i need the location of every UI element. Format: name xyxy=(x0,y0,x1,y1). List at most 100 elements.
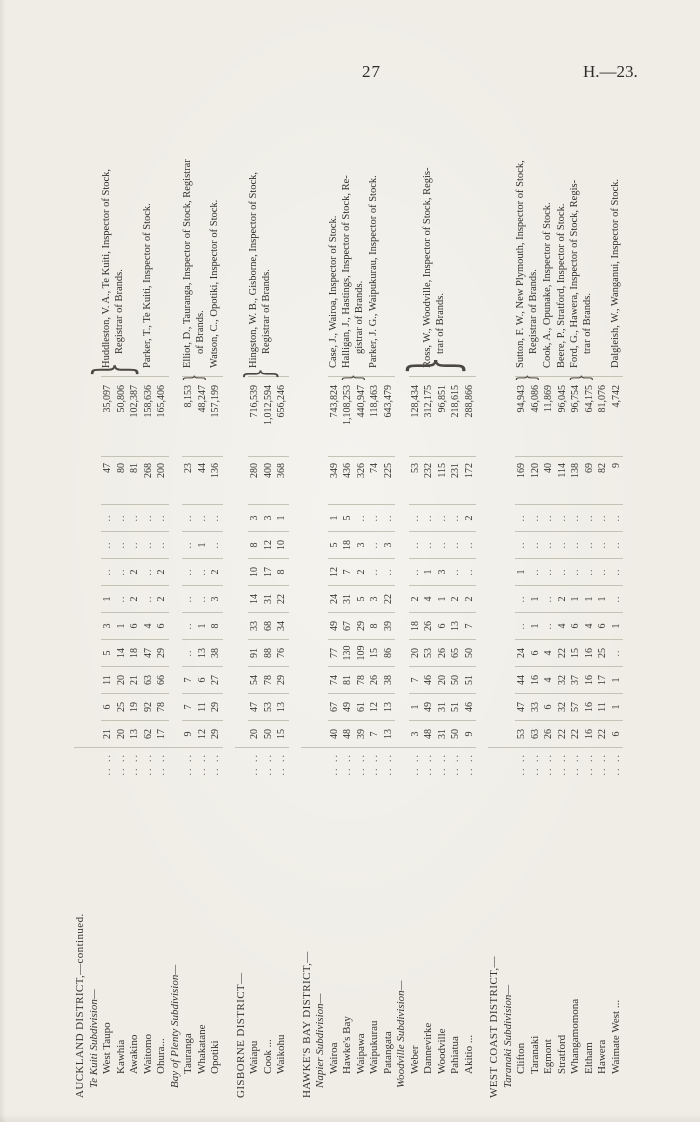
value-cell: 91 xyxy=(248,639,262,666)
value-cell: 47 xyxy=(101,456,115,504)
value-cell: 268 xyxy=(141,456,155,504)
value-cell: 86 xyxy=(381,639,395,666)
value-cell: 17 xyxy=(155,720,169,747)
value-cell: 29 xyxy=(155,639,169,666)
value-cell: .. xyxy=(381,558,395,585)
value-cell: 27 xyxy=(209,666,223,693)
value-cell: 62 xyxy=(141,720,155,747)
value-cell: .. xyxy=(555,531,569,558)
table-row: Waipukurau .. .. 7 12 26 15 8 3...... 74 118,463 xyxy=(368,376,382,1098)
value-cell: .. xyxy=(542,504,556,531)
value-cell: 109 xyxy=(354,639,368,666)
place-name: Awakino xyxy=(128,1034,140,1074)
value-cell: 54 xyxy=(248,666,262,693)
value-cell: 61 xyxy=(354,693,368,720)
value-cell: 2 xyxy=(555,585,569,612)
value-cell: 16 xyxy=(582,693,596,720)
value-cell: .. xyxy=(528,504,542,531)
value-cell: 12 xyxy=(195,720,209,747)
value-cell: 312,175 xyxy=(422,376,436,456)
value-cell: 78 xyxy=(261,666,275,693)
place-name-cell: Awakino .. .. xyxy=(128,747,142,1098)
value-cell: 25 xyxy=(114,693,128,720)
rotated-table-region: AUCKLAND DISTRICT,—continued. Te Kuiti Su… xyxy=(72,86,640,1098)
value-cell: .. xyxy=(128,531,142,558)
value-cell: 65 xyxy=(449,639,463,666)
value-cell: 2 xyxy=(155,585,169,612)
value-cell: 47 xyxy=(248,693,262,720)
value-cell: 67 xyxy=(327,693,341,720)
table-row: Waipawa .. .. 39 61 78 109 29 5 2 3.. 326 440,947 xyxy=(354,376,368,1098)
value-cell: 1 xyxy=(609,612,623,639)
leader-dots: .. .. xyxy=(556,753,568,776)
nil-mark: .. xyxy=(183,541,194,549)
value-cell: .. xyxy=(141,504,155,531)
place-name: Clifton xyxy=(515,1042,527,1074)
value-cell: .. xyxy=(609,531,623,558)
value-cell: 326 xyxy=(354,456,368,504)
place-name: Taranaki xyxy=(528,1035,541,1074)
place-name-cell: Weber .. .. xyxy=(408,747,422,1098)
value-cell: .. xyxy=(515,531,529,558)
value-cell: 4,742 xyxy=(609,376,623,456)
place-name-cell: Taranaki .. .. xyxy=(528,747,542,1098)
value-cell: .. xyxy=(114,504,128,531)
value-cell: 26 xyxy=(368,666,382,693)
value-cell: 6 xyxy=(596,612,610,639)
value-cell: 1 xyxy=(101,585,115,612)
nil-mark: .. xyxy=(409,568,421,576)
value-cell: 16 xyxy=(582,639,596,666)
value-cell: 16 xyxy=(528,666,542,693)
nil-mark: .. xyxy=(210,541,221,549)
place-name: Waimate West ... xyxy=(609,999,622,1074)
official-entry-line: trar of Brands. xyxy=(581,293,593,354)
value-cell: 11 xyxy=(596,693,610,720)
value-cell: 8 xyxy=(209,612,223,639)
value-cell: 13 xyxy=(195,639,209,666)
grouping-brace: } xyxy=(511,374,542,382)
nil-mark: .. xyxy=(382,568,394,576)
value-cell: .. xyxy=(435,531,449,558)
value-cell: 18 xyxy=(408,612,422,639)
subdivision-heading: Bay of Plenty Subdivision— xyxy=(168,964,181,1088)
value-cell: 643,479 xyxy=(381,376,395,456)
value-cell: 1 xyxy=(114,612,128,639)
nil-mark: .. xyxy=(196,514,208,522)
nil-mark: .. xyxy=(129,514,140,522)
value-cell: .. xyxy=(114,531,128,558)
value-cell: 280 xyxy=(248,456,262,504)
place-name-cell: Pahiatua .. .. xyxy=(449,747,463,1098)
nil-mark: .. xyxy=(423,514,434,522)
value-cell: 1 xyxy=(435,585,449,612)
table-row: Awakino.. .. 13 19 21 18 6 2 2.... 81 102,387 xyxy=(128,376,142,1098)
value-cell: 26 xyxy=(542,720,556,747)
value-cell: 12 xyxy=(368,693,382,720)
grouping-brace: } xyxy=(178,374,209,382)
value-cell: 7 xyxy=(368,720,382,747)
value-cell: 3 xyxy=(261,504,275,531)
value-cell: .. xyxy=(582,558,596,585)
value-cell: 3 xyxy=(101,612,115,639)
place-name: Woodville xyxy=(435,1028,448,1074)
value-cell: 17 xyxy=(596,666,610,693)
value-cell: .. xyxy=(182,531,196,558)
value-cell: 31 xyxy=(341,585,355,612)
value-cell: 158,636 xyxy=(141,376,155,456)
value-cell: 225 xyxy=(381,456,395,504)
nil-mark: .. xyxy=(516,622,527,630)
value-cell: 17 xyxy=(261,558,275,585)
place-name-cell: Clifton .. .. xyxy=(515,747,529,1098)
table-row: Eltham.. .. 16 16 16 16 4 1...... 69 64,175 xyxy=(582,376,596,1098)
value-cell: 8 xyxy=(248,531,262,558)
table-row: Stratford.. .. 22 32 32 22 4 2...... 114 96,045 xyxy=(555,376,569,1098)
table-row: Patangata.. .. 13 13 38 86 39 22.. 3.. 225 643,47… xyxy=(381,376,395,1098)
value-cell: 10 xyxy=(248,558,262,585)
nil-mark: .. xyxy=(142,541,154,549)
value-cell: 2 xyxy=(128,585,142,612)
nil-mark: .. xyxy=(597,568,608,576)
subdivision-heading: Napier Subdivision— xyxy=(314,993,326,1088)
value-cell: 20 xyxy=(114,720,128,747)
value-cell: 13 xyxy=(275,693,289,720)
value-cell: 16 xyxy=(582,720,596,747)
place-name: Waipukurau xyxy=(368,1020,380,1075)
